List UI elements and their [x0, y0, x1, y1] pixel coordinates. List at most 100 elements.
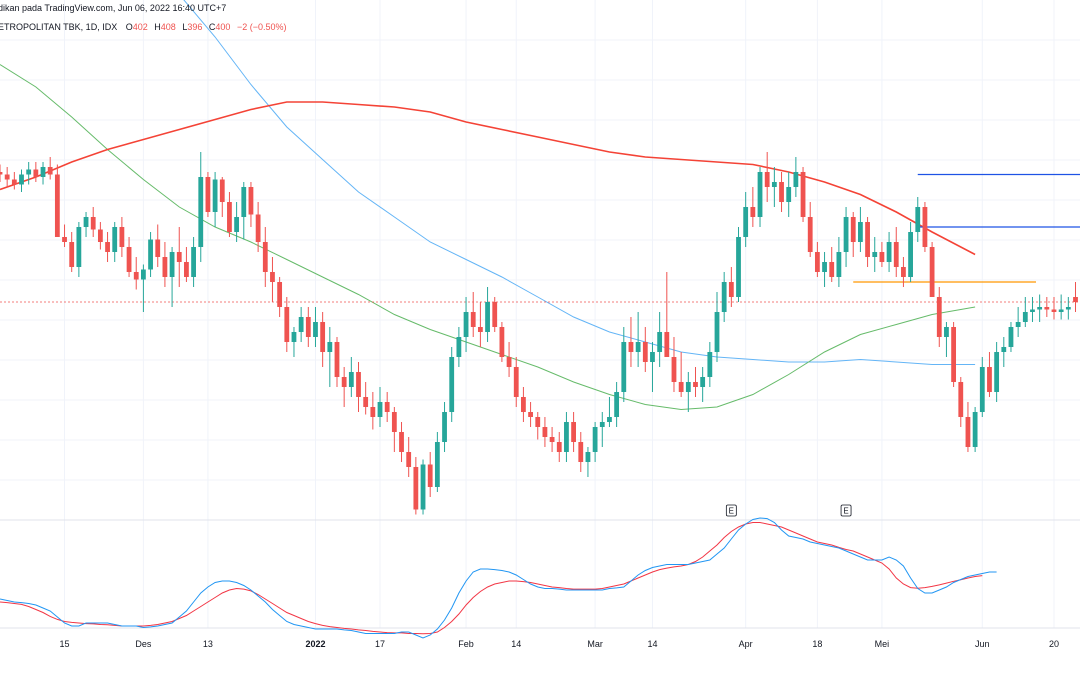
candle[interactable] — [728, 267, 734, 307]
candle[interactable] — [671, 337, 677, 392]
candle[interactable] — [119, 217, 125, 257]
candle[interactable] — [793, 157, 799, 197]
candle[interactable] — [965, 402, 971, 452]
candle[interactable] — [413, 457, 419, 515]
candle[interactable] — [262, 227, 268, 287]
candle[interactable] — [62, 224, 67, 248]
candle[interactable] — [492, 297, 498, 332]
candle[interactable] — [549, 427, 555, 452]
candle[interactable] — [176, 227, 182, 287]
candle[interactable] — [105, 232, 110, 262]
candle[interactable] — [291, 327, 297, 357]
candle[interactable] — [958, 377, 964, 427]
candle[interactable] — [872, 237, 878, 272]
candle[interactable] — [90, 207, 96, 237]
candle[interactable] — [714, 292, 720, 362]
candle[interactable] — [578, 432, 584, 472]
candle[interactable] — [829, 247, 835, 282]
candle[interactable] — [305, 307, 311, 347]
candle[interactable] — [442, 402, 447, 452]
candle[interactable] — [54, 164, 60, 238]
candle[interactable] — [148, 232, 153, 277]
candle[interactable] — [420, 459, 426, 515]
candle[interactable] — [750, 187, 756, 227]
candle[interactable] — [664, 272, 670, 357]
candle[interactable] — [614, 382, 620, 427]
candle[interactable] — [922, 202, 928, 252]
candle[interactable] — [678, 352, 684, 397]
candle[interactable] — [334, 337, 340, 387]
candle[interactable] — [1073, 282, 1078, 312]
candle[interactable] — [657, 312, 663, 367]
candle[interactable] — [449, 347, 455, 422]
candle[interactable] — [341, 367, 347, 407]
candle[interactable] — [19, 169, 24, 193]
candle[interactable] — [879, 242, 885, 267]
candle[interactable] — [915, 197, 921, 242]
candle[interactable] — [391, 407, 397, 452]
candle[interactable] — [270, 257, 275, 302]
candle[interactable] — [929, 242, 935, 297]
candle[interactable] — [399, 422, 404, 462]
candle[interactable] — [807, 202, 813, 257]
candle[interactable] — [779, 172, 784, 212]
candle[interactable] — [126, 237, 132, 277]
candle[interactable] — [650, 342, 655, 392]
candle[interactable] — [843, 207, 849, 267]
candle[interactable] — [621, 327, 627, 402]
candle[interactable] — [248, 182, 254, 227]
candle[interactable] — [227, 192, 232, 237]
candle[interactable] — [377, 387, 383, 427]
candle[interactable] — [348, 357, 354, 397]
candle[interactable] — [499, 322, 505, 362]
candle[interactable] — [693, 367, 698, 397]
candle[interactable] — [162, 242, 168, 287]
candle[interactable] — [786, 172, 792, 217]
candle[interactable] — [69, 232, 75, 272]
candle[interactable] — [427, 452, 433, 497]
candle[interactable] — [384, 392, 390, 422]
candle[interactable] — [1058, 294, 1064, 320]
candle[interactable] — [635, 312, 641, 367]
earnings-marker[interactable]: E — [840, 504, 852, 517]
candlesticks[interactable] — [0, 152, 1078, 515]
candle[interactable] — [972, 407, 978, 452]
candle[interactable] — [908, 222, 913, 282]
candle[interactable] — [764, 152, 770, 202]
candle[interactable] — [284, 297, 290, 352]
candle[interactable] — [814, 242, 820, 277]
horizontal-levels[interactable] — [853, 173, 1080, 283]
candle[interactable] — [277, 277, 283, 317]
candle[interactable] — [40, 162, 46, 185]
candle[interactable] — [822, 252, 827, 287]
candle[interactable] — [599, 412, 605, 447]
candle[interactable] — [255, 202, 261, 252]
time-axis[interactable]: 15 Des 13 2022 17 Feb 14 Mar 14 Apr 18 Mei Jun 20 — [60, 639, 1059, 649]
candle[interactable] — [0, 164, 3, 183]
candle[interactable] — [1001, 337, 1007, 367]
candle[interactable] — [470, 292, 476, 337]
candle[interactable] — [1044, 297, 1050, 317]
candle[interactable] — [112, 222, 118, 262]
candle[interactable] — [628, 317, 634, 367]
candle[interactable] — [241, 182, 247, 240]
candle[interactable] — [736, 227, 741, 302]
candle[interactable] — [585, 447, 591, 477]
candle[interactable] — [836, 237, 842, 287]
candle[interactable] — [298, 307, 304, 342]
candle[interactable] — [506, 342, 512, 377]
candle[interactable] — [33, 162, 39, 182]
candle[interactable] — [1008, 322, 1014, 352]
candle[interactable] — [155, 224, 161, 268]
candle[interactable] — [936, 287, 942, 347]
candle[interactable] — [858, 207, 863, 252]
candle[interactable] — [886, 232, 892, 272]
candle[interactable] — [743, 192, 749, 247]
candle[interactable] — [97, 222, 103, 250]
candle[interactable] — [944, 322, 949, 357]
candle[interactable] — [434, 432, 440, 492]
candle[interactable] — [642, 327, 648, 372]
candle[interactable] — [700, 367, 706, 402]
